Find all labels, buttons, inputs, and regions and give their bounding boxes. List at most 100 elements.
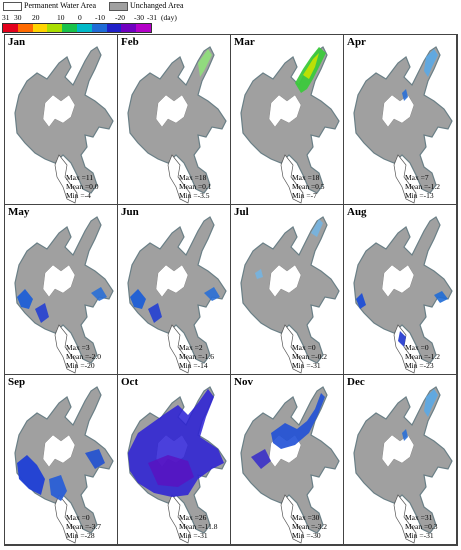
permanent-water-shape <box>155 264 189 298</box>
panel-stats: Max =0 Mean =-0.2 Min =-31 <box>292 343 327 370</box>
lake-map <box>240 216 340 374</box>
month-label: Feb <box>121 36 139 48</box>
permanent-water-shape <box>381 434 415 468</box>
month-label: Dec <box>347 376 365 388</box>
panel-stats: Max =18 Mean =0.5 Min =-7 <box>292 173 325 200</box>
permanent-water-shape <box>381 94 415 128</box>
stat-mean: Mean =0.1 <box>179 182 212 191</box>
stat-min: Min =-3.5 <box>179 191 210 200</box>
unchanged-area-swatch <box>109 2 128 11</box>
change-area-shape <box>148 303 162 323</box>
colorbar <box>2 23 152 33</box>
stat-mean: Mean =-1.2 <box>405 352 441 361</box>
stat-max: Max =0 <box>405 343 429 352</box>
change-area-shape <box>85 449 105 469</box>
stat-mean: Mean =0.3 <box>405 522 438 531</box>
colorbar-tick: 10 <box>57 13 65 22</box>
stat-mean: Mean =-3.2 <box>292 522 328 531</box>
permanent-water-shape <box>381 264 415 298</box>
stat-min: Min =-4 <box>66 191 91 200</box>
stat-mean: Mean =-1.6 <box>179 352 215 361</box>
colorbar-swatch <box>106 24 122 32</box>
southern-channel-shape <box>167 154 191 204</box>
panel-stats: Max =11 Mean =0.0 Min =-4 <box>66 173 99 200</box>
change-area-shape <box>17 455 45 495</box>
southern-channel-shape <box>280 494 304 544</box>
change-area-shape <box>424 49 438 77</box>
stat-max: Max =0 <box>66 513 90 522</box>
map-panel-mar: Mar Max =18 Mean =0.5 Min =-7 <box>231 35 344 205</box>
southern-channel-shape <box>54 494 78 544</box>
colorbar-tick: 0 <box>78 13 82 22</box>
change-area-shape <box>424 389 438 417</box>
lake-map <box>240 386 340 544</box>
panel-stats: Max =3 Mean =-2.0 Min =-20 <box>66 343 101 370</box>
stat-max: Max =18 <box>179 173 207 182</box>
colorbar-swatch <box>32 24 48 32</box>
southern-channel-shape <box>54 154 78 204</box>
stat-min: Min =-13 <box>405 191 434 200</box>
map-panel-feb: Feb Max =18 Mean =0.1 Min =-3.5 <box>118 35 231 205</box>
stat-max: Max =18 <box>292 173 320 182</box>
month-label: Jul <box>234 206 249 218</box>
map-panel-jan: Jan Max =11 Mean =0.0 Min =-4 <box>5 35 118 205</box>
map-panel-aug: Aug Max =0 Mean =-1.2 Min =-23 <box>344 205 457 375</box>
lake-map <box>240 46 340 204</box>
lake-map <box>14 216 114 374</box>
change-area-shape <box>402 89 408 101</box>
permanent-water-shape <box>268 264 302 298</box>
stat-max: Max =31 <box>405 513 433 522</box>
panel-stats: Max =30 Mean =-3.2 Min =-30 <box>292 513 327 540</box>
change-area-shape <box>251 449 271 469</box>
colorbar-swatch <box>91 24 107 32</box>
change-area-shape <box>356 293 366 309</box>
month-label: Jun <box>121 206 139 218</box>
month-label: Aug <box>347 206 367 218</box>
stat-mean: Mean =-3.7 <box>66 522 102 531</box>
panel-stats: Max =18 Mean =0.1 Min =-3.5 <box>179 173 212 200</box>
change-area-shape <box>271 393 325 449</box>
panel-stats: Max =26 Mean =-11.8 Min =-31 <box>179 513 218 540</box>
stat-min: Min =-28 <box>66 531 95 540</box>
southern-channel-shape <box>393 494 417 544</box>
map-panel-may: May Max =3 Mean =-2.0 Min =-20 <box>5 205 118 375</box>
colorbar-tick: 20 <box>32 13 40 22</box>
stat-max: Max =7 <box>405 173 429 182</box>
stat-mean: Mean =0.5 <box>292 182 325 191</box>
map-panel-sep: Sep Max =0 Mean =-3.7 Min =-28 <box>5 375 118 545</box>
colorbar-swatch <box>136 24 151 32</box>
change-area-shape <box>204 287 220 301</box>
colorbar-swatch <box>62 24 77 32</box>
colorbar-swatch <box>3 24 18 32</box>
lake-map <box>353 216 453 374</box>
lake-map <box>353 46 453 204</box>
panel-stats: Max =2 Mean =-1.6 Min =-14 <box>179 343 214 370</box>
map-panel-oct: Oct Max =26 Mean =-11.8 Min =-31 <box>118 375 231 545</box>
change-area-shape <box>49 475 67 501</box>
colorbar-swatch <box>76 24 92 32</box>
lake-map <box>127 216 227 374</box>
stat-mean: Mean =-1.2 <box>405 182 441 191</box>
month-label: Apr <box>347 36 366 48</box>
month-label: Sep <box>8 376 26 388</box>
legend: Permanent Water Area Unchanged Area 31 3… <box>0 0 461 34</box>
permanent-water-swatch <box>3 2 22 11</box>
permanent-water-shape <box>268 94 302 128</box>
colorbar-tick: -20 <box>115 13 125 22</box>
stat-min: Min =-31 <box>405 531 434 540</box>
southern-channel-shape <box>280 324 304 374</box>
stat-max: Max =30 <box>292 513 320 522</box>
month-label: Oct <box>121 376 139 388</box>
stat-min: Min =-20 <box>66 361 95 370</box>
unchanged-area-label: Unchanged Area <box>130 1 184 10</box>
change-area-shape <box>398 331 406 347</box>
stat-mean: Mean =-11.8 <box>179 522 218 531</box>
lake-map <box>14 46 114 204</box>
permanent-water-shape <box>155 94 189 128</box>
lake-map <box>127 386 227 544</box>
change-area-shape <box>148 455 194 487</box>
change-area-shape <box>35 303 49 323</box>
panel-stats: Max =7 Mean =-1.2 Min =-13 <box>405 173 440 200</box>
stat-min: Min =-31 <box>179 531 208 540</box>
colorbar-tick: 30 <box>14 13 22 22</box>
